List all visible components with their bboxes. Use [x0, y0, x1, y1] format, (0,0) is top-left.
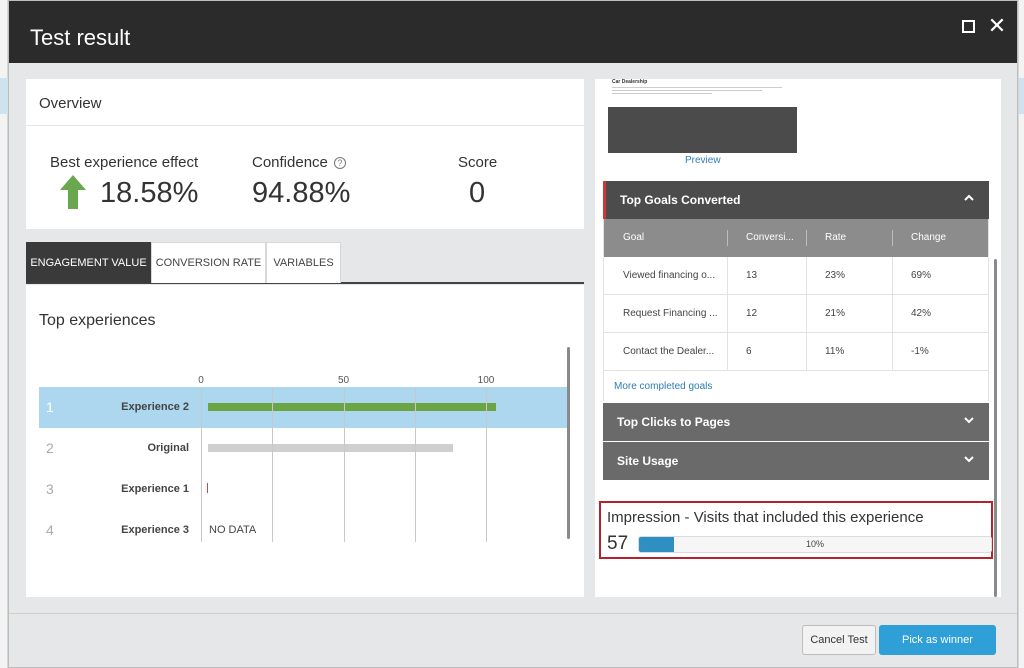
impression-count: 57: [607, 533, 629, 554]
experience-rank: 1: [46, 399, 54, 415]
gridline: [414, 388, 416, 542]
impression-percent: 10%: [805, 539, 824, 549]
experience-rank: 4: [46, 522, 54, 538]
accordion-site-usage[interactable]: Site Usage: [603, 442, 989, 480]
scrollbar[interactable]: [567, 347, 570, 539]
best-effect-value: 18.58%: [100, 177, 199, 209]
gridline: [272, 388, 274, 542]
goal-rate: 11%: [825, 346, 845, 357]
title-bar: Test result ✕: [9, 1, 1017, 63]
details-panel: Car Dealership Preview Top Goals Convert…: [595, 79, 1001, 597]
experience-bar: [207, 483, 208, 493]
x-tick-label: 50: [337, 375, 350, 386]
impression-label: Impression - Visits that included this e…: [607, 509, 924, 526]
impression-progress: 10%: [638, 536, 992, 553]
goal-conversions: 13: [746, 270, 758, 281]
top-goals-label: Top Goals Converted: [620, 193, 741, 207]
experience-name: Experience 1: [121, 483, 189, 495]
cancel-test-button[interactable]: Cancel Test: [802, 625, 876, 655]
confidence-value: 94.88%: [252, 177, 351, 209]
preview-thumbnail[interactable]: Car Dealership: [608, 79, 797, 153]
top-experiences-panel: Top experiences 1 Experience 2 2 Original 3 E…: [26, 285, 584, 597]
backdrop-left: [0, 0, 8, 668]
maximize-icon[interactable]: [962, 20, 975, 33]
column-conversions: Conversi...: [746, 232, 794, 243]
goal-rate: 23%: [825, 270, 846, 281]
no-data-label: NO DATA: [209, 524, 257, 536]
experience-rank: 3: [46, 481, 54, 497]
chevron-down-icon: [964, 417, 974, 424]
goal-name: Request Financing ...: [623, 308, 718, 319]
overview-card: Overview Best experience effect 18.58% C…: [26, 79, 584, 229]
column-change: Change: [911, 232, 947, 243]
experience-rank: 2: [46, 440, 54, 456]
table-row: Request Financing ... 12 21% 42%: [604, 295, 988, 333]
metric-tabs: ENGAGEMENT VALUE CONVERSION RATE VARIABL…: [26, 242, 584, 284]
experience-name: Experience 2: [121, 401, 189, 413]
pick-as-winner-button[interactable]: Pick as winner: [879, 625, 996, 655]
table-row: Viewed financing o... 13 23% 69%: [604, 257, 988, 295]
x-tick-label: 0: [198, 375, 204, 386]
goal-rate: 21%: [825, 308, 846, 319]
column-rate: Rate: [825, 232, 847, 243]
gridline: [201, 388, 202, 542]
goal-conversions: 12: [746, 308, 758, 319]
gridline: [486, 388, 487, 542]
backdrop-right: [1018, 0, 1024, 668]
goals-table-header: Goal Conversi... Rate Change: [604, 219, 988, 257]
help-icon[interactable]: ?: [333, 157, 346, 169]
site-usage-label: Site Usage: [617, 454, 679, 468]
accordion-top-clicks[interactable]: Top Clicks to Pages: [603, 403, 989, 441]
table-row: Contact the Dealer... 6 11% -1%: [604, 333, 988, 371]
experience-name: Experience 3: [121, 524, 189, 536]
preview-link[interactable]: Preview: [685, 155, 721, 166]
experience-row[interactable]: 1 Experience 2: [39, 387, 567, 428]
x-tick-label: 100: [477, 375, 495, 386]
top-clicks-label: Top Clicks to Pages: [617, 415, 731, 429]
confidence-label: Confidence?: [252, 154, 346, 171]
top-experiences-title: Top experiences: [39, 312, 156, 329]
goals-table: Goal Conversi... Rate Change Viewed fina…: [603, 219, 989, 401]
overview-title: Overview: [39, 95, 102, 112]
gridline: [343, 388, 345, 542]
chevron-up-icon: [964, 194, 974, 201]
test-result-dialog: Test result ✕ Overview Best experience e…: [8, 0, 1018, 668]
experience-row[interactable]: 2 Original: [39, 428, 567, 469]
goal-name: Contact the Dealer...: [623, 346, 715, 357]
accordion-top-goals[interactable]: Top Goals Converted: [603, 181, 989, 219]
goal-change: -1%: [911, 346, 929, 357]
tab-engagement-value[interactable]: ENGAGEMENT VALUE: [26, 242, 151, 283]
goal-name: Viewed financing o...: [623, 270, 716, 281]
more-goals-link[interactable]: More completed goals: [614, 381, 713, 392]
tab-conversion-rate[interactable]: CONVERSION RATE: [151, 242, 266, 283]
goal-change: 69%: [911, 270, 932, 281]
up-arrow-icon: [60, 175, 86, 209]
close-icon[interactable]: ✕: [987, 13, 1007, 38]
experiences-chart: 1 Experience 2 2 Original 3 Experience 1 4 Expe…: [39, 370, 567, 542]
score-value: 0: [469, 177, 486, 209]
tab-variables[interactable]: VARIABLES: [266, 242, 341, 283]
goal-change: 42%: [911, 308, 932, 319]
best-effect-label: Best experience effect: [50, 154, 199, 171]
chevron-down-icon: [964, 456, 974, 463]
experience-row[interactable]: 3 Experience 1: [39, 469, 567, 510]
dialog-title: Test result: [30, 25, 131, 50]
score-label: Score: [458, 154, 498, 171]
experience-bar: [208, 444, 454, 452]
experience-name: Original: [147, 442, 189, 454]
preview-page-title: Car Dealership: [612, 79, 648, 85]
impression-progress-fill: [639, 537, 675, 552]
scrollbar[interactable]: [994, 259, 997, 597]
goal-conversions: 6: [746, 346, 752, 357]
experience-bar: [208, 403, 496, 411]
experience-row[interactable]: 4 Experience 3 NO DATA: [39, 510, 567, 551]
column-goal: Goal: [623, 232, 645, 243]
impression-box: Impression - Visits that included this e…: [599, 501, 993, 559]
